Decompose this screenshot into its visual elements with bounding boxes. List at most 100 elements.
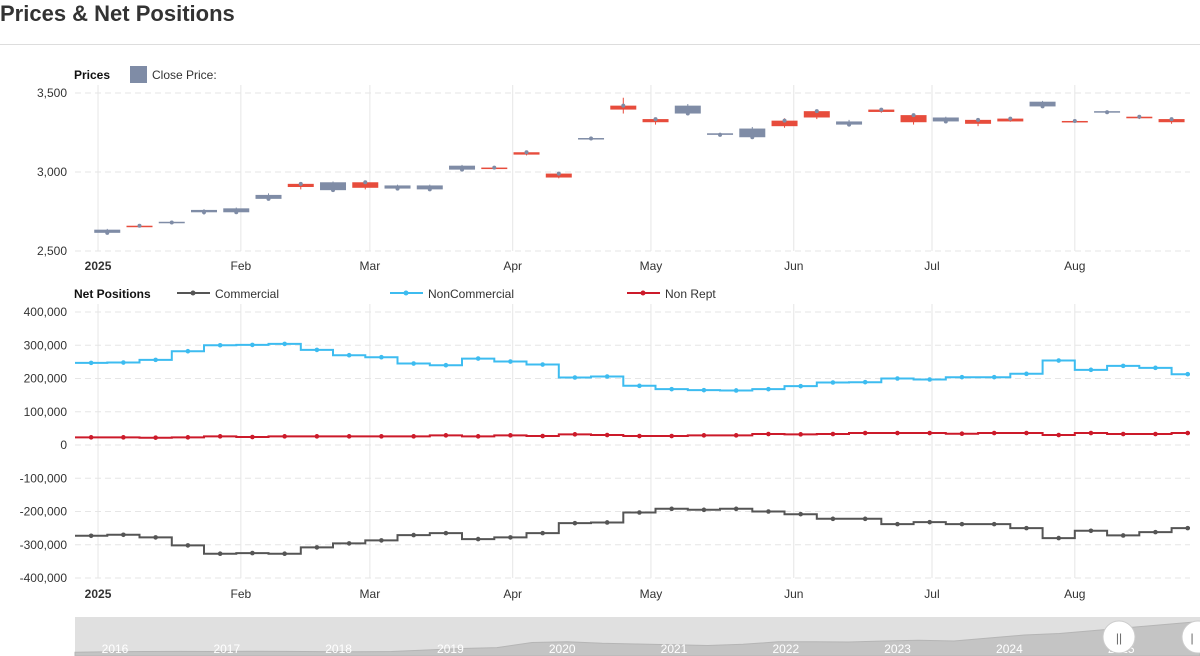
legend-label: Non Rept [665, 287, 716, 301]
legend-marker [190, 290, 196, 296]
navigator[interactable]: 2016201720182019202020212022202320242025… [74, 617, 1200, 656]
price-candle[interactable] [642, 117, 669, 125]
net-x-tick: Mar [360, 587, 381, 601]
net-point [927, 519, 932, 525]
close-point [556, 171, 561, 176]
net-point [121, 360, 126, 365]
price-candle[interactable] [578, 136, 605, 141]
price-candle[interactable] [771, 118, 798, 128]
price-candle[interactable] [223, 207, 250, 215]
price-candle[interactable] [707, 132, 734, 137]
net-point [475, 434, 481, 439]
price-candle[interactable] [416, 184, 443, 192]
close-point [234, 210, 239, 215]
net-point [766, 431, 771, 437]
navigator-year-label: 2022 [772, 642, 799, 656]
price-candle[interactable] [255, 193, 282, 201]
net-point [1056, 432, 1061, 438]
net-point [508, 535, 513, 540]
net-point [669, 433, 674, 439]
price-candle[interactable] [1158, 117, 1185, 124]
close-point [976, 117, 981, 122]
price-candle[interactable] [320, 181, 347, 193]
net-point [1088, 430, 1094, 436]
net-point [895, 376, 900, 381]
price-candle[interactable] [610, 97, 637, 114]
net-point [250, 342, 255, 348]
net-point [798, 511, 803, 517]
net-point [379, 434, 384, 439]
net-point [282, 551, 287, 557]
close-point [1169, 117, 1174, 122]
net-x-tick: Feb [231, 587, 252, 601]
close-point [1040, 104, 1045, 109]
price-candle[interactable] [965, 117, 992, 127]
price-candle[interactable] [158, 220, 185, 225]
net-y-tick: -100,000 [20, 471, 68, 485]
price-candles[interactable] [94, 97, 1185, 235]
price-panel-title: Prices [74, 68, 110, 82]
net-point [475, 536, 481, 542]
net-x-tick: May [640, 587, 663, 601]
close-point [847, 122, 852, 127]
net-series-non-rept[interactable] [75, 430, 1190, 440]
price-candle[interactable] [1061, 118, 1088, 123]
net-point [346, 434, 352, 439]
net-point [88, 435, 94, 440]
price-candle[interactable] [545, 171, 572, 179]
close-point [911, 113, 916, 118]
net-series-commercial[interactable] [75, 506, 1190, 557]
net-point [1056, 358, 1061, 363]
price-y-tick: 2,500 [37, 244, 67, 258]
close-point [395, 186, 400, 191]
price-candle[interactable] [191, 209, 218, 215]
price-candle[interactable] [803, 109, 830, 120]
net-point [927, 377, 932, 382]
price-candle[interactable] [481, 165, 508, 170]
price-candle[interactable] [997, 116, 1024, 122]
net-lines[interactable] [75, 341, 1190, 557]
price-x-tick: Mar [360, 259, 381, 273]
net-point [862, 516, 868, 522]
price-legend[interactable]: Prices Close Price: [74, 66, 217, 83]
price-candle[interactable] [287, 181, 314, 190]
price-candle[interactable] [1094, 110, 1121, 115]
net-point [701, 433, 707, 438]
net-point [411, 532, 416, 538]
net-series-noncommercial[interactable] [75, 341, 1190, 393]
price-candle[interactable] [449, 164, 476, 172]
close-point [363, 180, 368, 185]
candle-body [674, 105, 701, 114]
navigator-left-handle[interactable]: || [1102, 620, 1136, 654]
price-candle[interactable] [674, 104, 701, 116]
price-candle[interactable] [352, 180, 379, 190]
price-candle[interactable] [94, 228, 121, 235]
price-candle[interactable] [836, 119, 863, 127]
close-point [879, 107, 884, 112]
net-point [443, 530, 449, 536]
price-candle[interactable] [126, 223, 153, 228]
net-point [1185, 371, 1190, 377]
price-candle[interactable] [1126, 114, 1153, 120]
legend-label: Commercial [215, 287, 279, 301]
net-point [443, 433, 449, 438]
candle-body [900, 115, 927, 123]
price-candle[interactable] [1029, 100, 1056, 109]
net-legend[interactable]: Net Positions Commercial NonCommercial Non … [74, 287, 716, 301]
price-candle[interactable] [900, 113, 927, 125]
price-candle[interactable] [384, 184, 411, 191]
net-point [379, 538, 384, 543]
price-candle[interactable] [739, 126, 766, 140]
page-title: Prices & Net Positions [0, 1, 235, 26]
net-point [153, 435, 158, 440]
navigator-year-label: 2021 [661, 642, 688, 656]
price-candle[interactable] [868, 107, 895, 113]
close-point [685, 111, 690, 116]
navigator-year-label: 2018 [325, 642, 352, 656]
net-point [217, 434, 223, 439]
price-candle[interactable] [932, 116, 959, 124]
net-point [508, 433, 513, 438]
price-candle[interactable] [513, 150, 540, 156]
navigator-right-handle[interactable]: | [1181, 620, 1200, 654]
